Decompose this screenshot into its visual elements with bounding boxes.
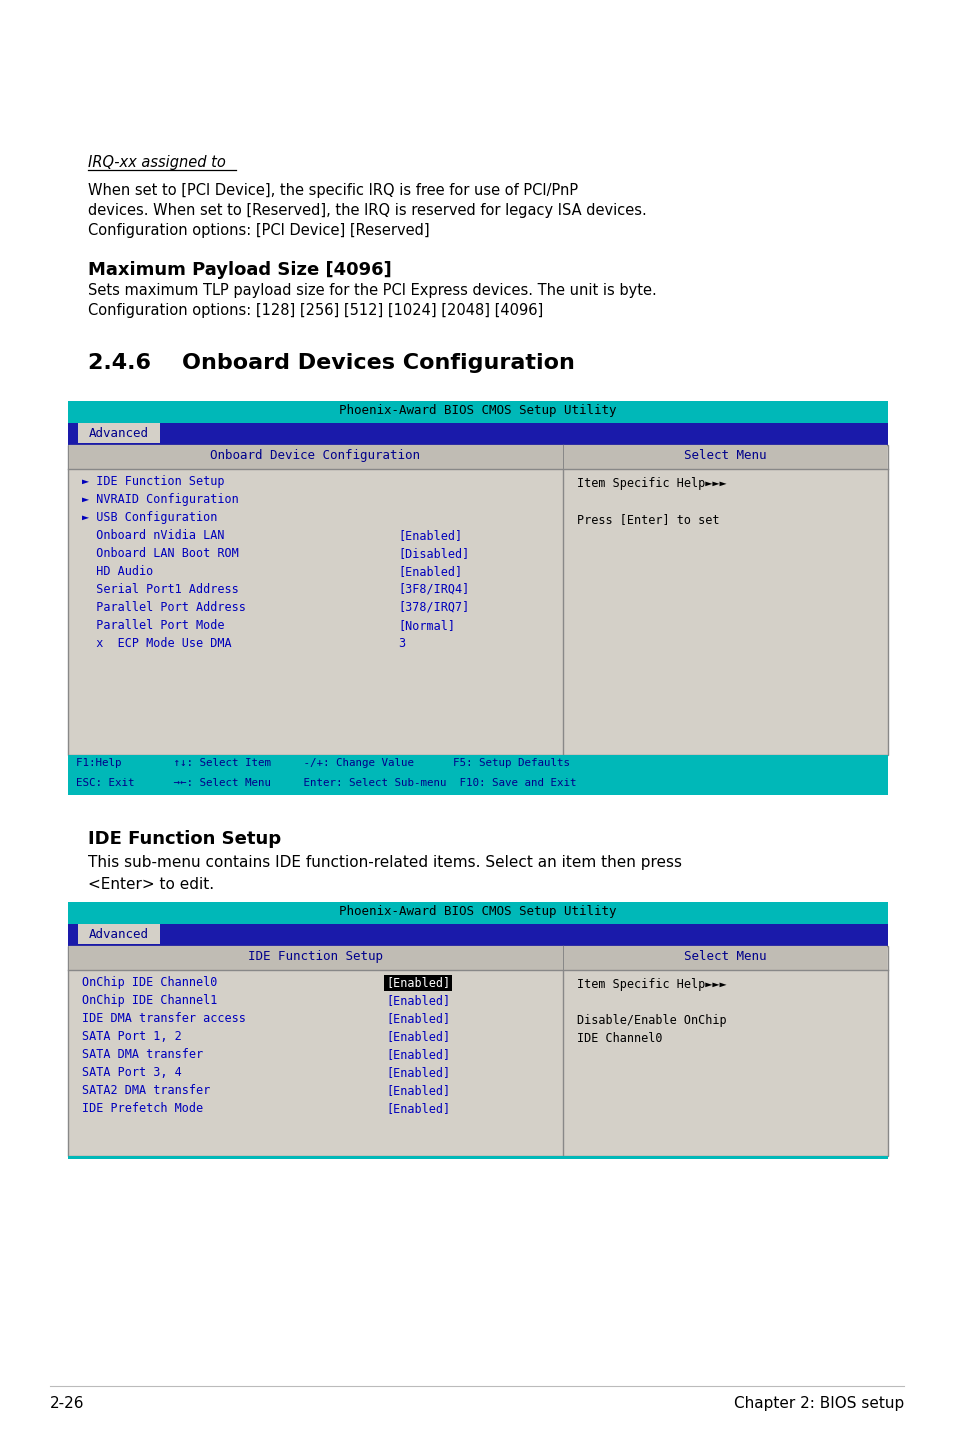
Text: Press [Enter] to set: Press [Enter] to set bbox=[577, 513, 719, 526]
Text: [Enabled]: [Enabled] bbox=[397, 565, 461, 578]
Text: [Enabled]: [Enabled] bbox=[386, 994, 450, 1007]
Text: HD Audio: HD Audio bbox=[82, 565, 153, 578]
Text: This sub-menu contains IDE function-related items. Select an item then press: This sub-menu contains IDE function-rela… bbox=[88, 856, 681, 870]
Text: 2-26: 2-26 bbox=[50, 1396, 85, 1411]
Bar bbox=[69, 444, 562, 469]
Bar bbox=[78, 925, 160, 943]
Text: Sets maximum TLP payload size for the PCI Express devices. The unit is byte.: Sets maximum TLP payload size for the PC… bbox=[88, 283, 656, 298]
Text: Maximum Payload Size [4096]: Maximum Payload Size [4096] bbox=[88, 262, 392, 279]
Text: [Enabled]: [Enabled] bbox=[397, 529, 461, 542]
Text: [Enabled]: [Enabled] bbox=[386, 976, 450, 989]
Bar bbox=[68, 775, 887, 795]
Text: SATA Port 3, 4: SATA Port 3, 4 bbox=[82, 1066, 182, 1078]
Text: F1:Help        ↑↓: Select Item     -/+: Change Value      F5: Setup Defaults: F1:Help ↑↓: Select Item -/+: Change Valu… bbox=[76, 758, 569, 768]
Text: ► NVRAID Configuration: ► NVRAID Configuration bbox=[82, 493, 238, 506]
Bar bbox=[563, 946, 886, 971]
Text: [Enabled]: [Enabled] bbox=[386, 1102, 450, 1114]
Bar bbox=[69, 946, 562, 971]
Text: Onboard LAN Boot ROM: Onboard LAN Boot ROM bbox=[82, 546, 238, 559]
Text: Item Specific Help►►►: Item Specific Help►►► bbox=[577, 477, 726, 490]
Text: [Enabled]: [Enabled] bbox=[386, 1048, 450, 1061]
Bar bbox=[68, 401, 887, 423]
Text: Configuration options: [PCI Device] [Reserved]: Configuration options: [PCI Device] [Res… bbox=[88, 223, 429, 239]
Text: [Enabled]: [Enabled] bbox=[386, 1084, 450, 1097]
Bar bbox=[68, 946, 887, 1156]
Text: When set to [PCI Device], the specific IRQ is free for use of PCI/PnP: When set to [PCI Device], the specific I… bbox=[88, 183, 578, 198]
Text: [Enabled]: [Enabled] bbox=[386, 1012, 450, 1025]
Bar bbox=[68, 1156, 887, 1159]
Text: IDE Prefetch Mode: IDE Prefetch Mode bbox=[82, 1102, 203, 1114]
Text: SATA2 DMA transfer: SATA2 DMA transfer bbox=[82, 1084, 210, 1097]
Text: [378/IRQ7]: [378/IRQ7] bbox=[397, 601, 469, 614]
Text: Select Menu: Select Menu bbox=[683, 951, 766, 963]
Text: [3F8/IRQ4]: [3F8/IRQ4] bbox=[397, 582, 469, 595]
Text: SATA Port 1, 2: SATA Port 1, 2 bbox=[82, 1030, 182, 1043]
Text: Chapter 2: BIOS setup: Chapter 2: BIOS setup bbox=[733, 1396, 903, 1411]
Text: OnChip IDE Channel0: OnChip IDE Channel0 bbox=[82, 976, 217, 989]
Text: OnChip IDE Channel1: OnChip IDE Channel1 bbox=[82, 994, 217, 1007]
Text: Configuration options: [128] [256] [512] [1024] [2048] [4096]: Configuration options: [128] [256] [512]… bbox=[88, 303, 542, 318]
Text: Onboard Device Configuration: Onboard Device Configuration bbox=[211, 449, 420, 462]
Bar bbox=[78, 423, 160, 443]
Bar bbox=[68, 444, 887, 755]
Text: Phoenix-Award BIOS CMOS Setup Utility: Phoenix-Award BIOS CMOS Setup Utility bbox=[339, 404, 616, 417]
Text: Serial Port1 Address: Serial Port1 Address bbox=[82, 582, 238, 595]
Text: SATA DMA transfer: SATA DMA transfer bbox=[82, 1048, 203, 1061]
Bar bbox=[68, 902, 887, 925]
Text: IDE Function Setup: IDE Function Setup bbox=[88, 830, 281, 848]
Text: IDE DMA transfer access: IDE DMA transfer access bbox=[82, 1012, 246, 1025]
Bar bbox=[68, 423, 887, 444]
Text: Parallel Port Address: Parallel Port Address bbox=[82, 601, 246, 614]
Text: 3: 3 bbox=[397, 637, 405, 650]
Text: IRQ-xx assigned to: IRQ-xx assigned to bbox=[88, 155, 226, 170]
Text: Parallel Port Mode: Parallel Port Mode bbox=[82, 618, 224, 631]
Text: devices. When set to [Reserved], the IRQ is reserved for legacy ISA devices.: devices. When set to [Reserved], the IRQ… bbox=[88, 203, 646, 219]
Bar bbox=[68, 925, 887, 946]
Text: [Disabled]: [Disabled] bbox=[397, 546, 469, 559]
Text: <Enter> to edit.: <Enter> to edit. bbox=[88, 877, 213, 892]
Bar bbox=[563, 444, 886, 469]
Text: 2.4.6    Onboard Devices Configuration: 2.4.6 Onboard Devices Configuration bbox=[88, 352, 575, 372]
Text: x  ECP Mode Use DMA: x ECP Mode Use DMA bbox=[82, 637, 232, 650]
Text: ► USB Configuration: ► USB Configuration bbox=[82, 510, 217, 523]
Text: Onboard nVidia LAN: Onboard nVidia LAN bbox=[82, 529, 224, 542]
Text: Select Menu: Select Menu bbox=[683, 449, 766, 462]
Text: IDE Channel0: IDE Channel0 bbox=[577, 1032, 661, 1045]
Text: Item Specific Help►►►: Item Specific Help►►► bbox=[577, 978, 726, 991]
Text: [Enabled]: [Enabled] bbox=[386, 1066, 450, 1078]
Text: [Normal]: [Normal] bbox=[397, 618, 455, 631]
Text: Advanced: Advanced bbox=[89, 928, 149, 940]
Bar bbox=[384, 975, 452, 991]
Text: ESC: Exit      →←: Select Menu     Enter: Select Sub-menu  F10: Save and Exit: ESC: Exit →←: Select Menu Enter: Select … bbox=[76, 778, 576, 788]
Bar bbox=[68, 755, 887, 775]
Text: ► IDE Function Setup: ► IDE Function Setup bbox=[82, 475, 224, 487]
Text: Phoenix-Award BIOS CMOS Setup Utility: Phoenix-Award BIOS CMOS Setup Utility bbox=[339, 905, 616, 917]
Text: Advanced: Advanced bbox=[89, 427, 149, 440]
Text: [Enabled]: [Enabled] bbox=[386, 1030, 450, 1043]
Text: Disable/Enable OnChip: Disable/Enable OnChip bbox=[577, 1014, 726, 1027]
Text: IDE Function Setup: IDE Function Setup bbox=[248, 951, 382, 963]
